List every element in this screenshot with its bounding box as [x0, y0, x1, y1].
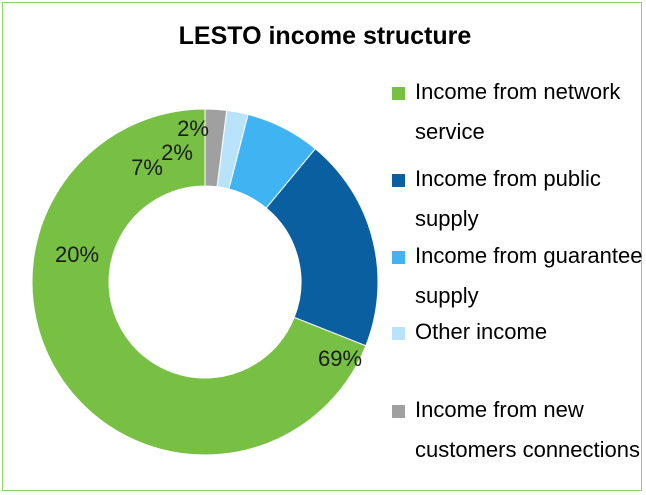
legend-item-network-service: Income from network service — [392, 72, 645, 152]
data-label: 20% — [55, 242, 99, 267]
legend-item-new-connections: Income from new customers connections — [392, 390, 645, 470]
slice-income-from-guarantee-supply — [228, 113, 316, 209]
legend-label: Income from new customers connections — [415, 397, 640, 462]
data-label: 2% — [161, 140, 193, 165]
legend-swatch — [392, 174, 405, 187]
data-label: 2% — [177, 116, 209, 141]
slice-income-from-new-customers-connections — [204, 108, 228, 188]
legend-label: Other income — [415, 319, 548, 344]
slice-other-income — [216, 109, 249, 190]
legend-swatch — [392, 327, 405, 340]
legend-swatch — [392, 405, 405, 418]
legend-label: Income from guarantee supply — [415, 243, 643, 308]
chart-title: LESTO income structure — [178, 22, 472, 50]
slice-income-from-public-supply — [265, 147, 379, 347]
legend-swatch — [392, 87, 405, 100]
legend-item-guarantee-supply: Income from guarantee supply — [392, 236, 645, 316]
data-label: 7% — [131, 155, 163, 180]
slice-income-from-network-service — [31, 108, 367, 456]
data-label: 69% — [318, 346, 362, 371]
legend-swatch — [392, 251, 405, 264]
legend-label: Income from network service — [415, 79, 621, 144]
legend-item-other-income: Other income — [392, 312, 645, 352]
legend-label: Income from public supply — [415, 166, 601, 231]
legend-item-public-supply: Income from public supply — [392, 159, 645, 239]
